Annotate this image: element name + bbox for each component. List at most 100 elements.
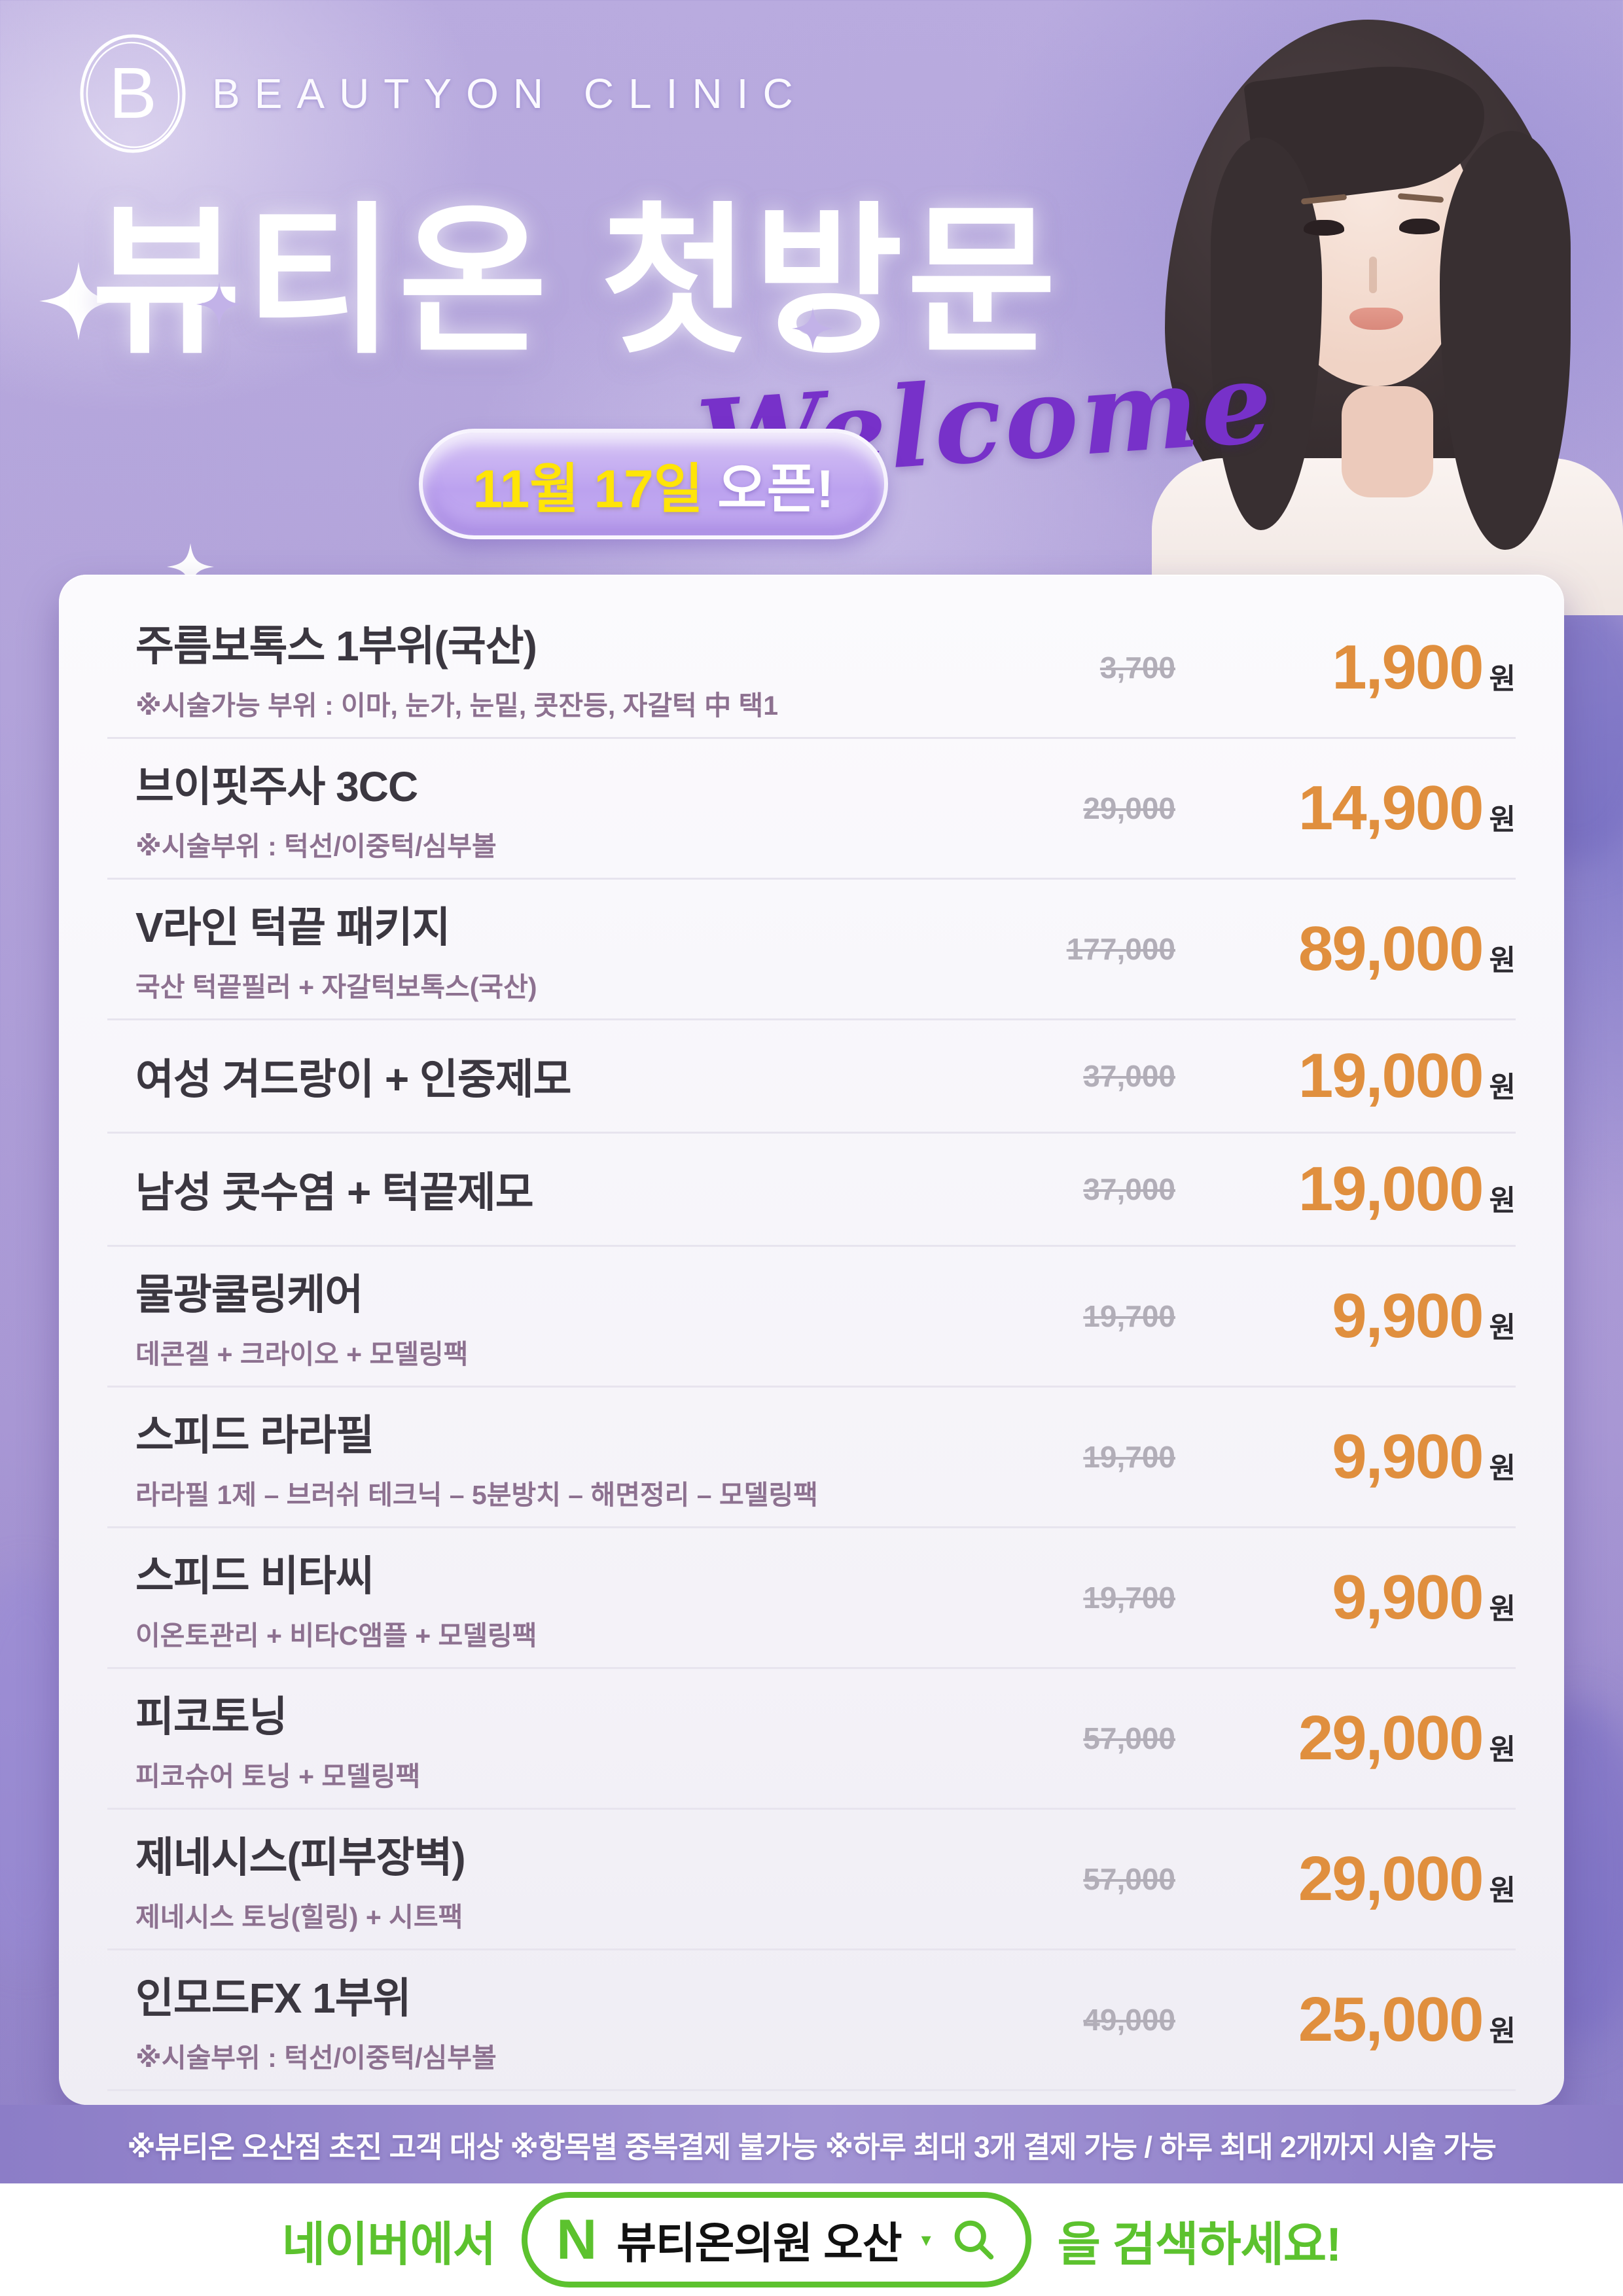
item-price-number: 9,900 <box>1332 1562 1484 1632</box>
item-price: 1,900 원 <box>1175 632 1516 704</box>
chevron-down-icon[interactable]: ▾ <box>921 2229 931 2251</box>
item-old-price: 49,000 <box>1083 2003 1175 2037</box>
price-row: 스피드 비타씨 이온토관리 + 비타C앰플 + 모델링팩 19,700 9,900 원 <box>107 1528 1516 1669</box>
item-title: 인모드FX 1부위 <box>135 1975 412 2022</box>
item-title: 여성 겨드랑이 + 인중제모 <box>135 1056 572 1103</box>
item-subtitle: ※시술부위 : 턱선/이중턱/심부볼 <box>135 831 497 861</box>
naver-search-banner: 네이버에서 N 뷰티온의원 오산 ▾ 을 검색하세요! <box>0 2183 1623 2296</box>
item-price-number: 14,900 <box>1298 773 1484 843</box>
page-title: 뷰티온 첫방문 <box>92 190 1060 372</box>
price-row: 브이핏주사 3CC ※시술부위 : 턱선/이중턱/심부볼 29,000 14,900 원 <box>107 739 1516 880</box>
price-row: 제네시스(피부장벽) 제네시스 토닝(힐링) + 시트팩 57,000 29,000 원 <box>107 1810 1516 1950</box>
footnote-text: ※뷰티온 오산점 초진 고객 대상 ※항목별 중복결제 불가능 ※하루 최대 3… <box>127 2130 1497 2164</box>
currency-suffix: 원 <box>1489 1593 1516 1625</box>
price-row: 물광쿨링케어 데콘겔 + 크라이오 + 모델링팩 19,700 9,900 원 <box>107 1247 1516 1388</box>
price-row: 남성 콧수염 + 턱끝제모 37,000 19,000 원 <box>107 1134 1516 1247</box>
svg-text:B: B <box>109 53 156 134</box>
eye-right <box>1399 219 1440 234</box>
item-subtitle: 라라필 1제 – 브러쉬 테크닉 – 5분방치 – 해면정리 – 모델링팩 <box>135 1480 818 1510</box>
item-price-number: 89,000 <box>1298 914 1484 984</box>
currency-suffix: 원 <box>1489 944 1516 977</box>
item-price-number: 29,000 <box>1298 1703 1484 1773</box>
item-subtitle: 피코슈어 토닝 + 모델링팩 <box>135 1761 421 1791</box>
item-title: V라인 턱끝 패키지 <box>135 904 450 951</box>
price-row: 피코토닝 피코슈어 토닝 + 모델링팩 57,000 29,000 원 <box>107 1669 1516 1810</box>
sparkle-icon <box>39 262 118 340</box>
item-price: 9,900 원 <box>1175 1280 1516 1352</box>
item-title: 남성 콧수염 + 턱끝제모 <box>135 1169 534 1216</box>
item-price: 25,000 원 <box>1175 1984 1516 2056</box>
item-title: 물광쿨링케어 <box>135 1271 363 1318</box>
item-title: 제네시스(피부장벽) <box>135 1834 466 1881</box>
item-price-number: 1,900 <box>1332 632 1484 702</box>
item-price-number: 19,000 <box>1298 1154 1484 1224</box>
item-title: 주름보톡스 1부위(국산) <box>135 622 537 670</box>
clinic-logo: B BEAUTYON CLINIC <box>77 31 808 156</box>
item-price: 14,900 원 <box>1175 772 1516 844</box>
item-old-price: 57,000 <box>1083 1862 1175 1896</box>
currency-suffix: 원 <box>1489 663 1516 695</box>
currency-suffix: 원 <box>1489 804 1516 836</box>
logo-wordmark: BEAUTYON CLINIC <box>212 70 808 117</box>
item-price-number: 9,900 <box>1332 1281 1484 1351</box>
hair-side-right <box>1440 131 1571 550</box>
naver-logo-icon: N <box>556 2208 597 2271</box>
item-subtitle: 데콘겔 + 크라이오 + 모델링팩 <box>135 1339 469 1369</box>
price-row: 여성 겨드랑이 + 인중제모 37,000 19,000 원 <box>107 1020 1516 1134</box>
open-date-badge: 11월 17일 오픈! <box>419 429 888 539</box>
item-old-price: 19,700 <box>1083 1299 1175 1333</box>
item-title: 스피드 라라필 <box>135 1412 374 1459</box>
price-row: 주름보톡스 1부위(국산) ※시술가능 부위 : 이마, 눈가, 눈밑, 콧잔등,… <box>107 598 1516 739</box>
item-price-number: 29,000 <box>1298 1844 1484 1914</box>
footnote-band: ※뷰티온 오산점 초진 고객 대상 ※항목별 중복결제 불가능 ※하루 최대 3… <box>0 2105 1623 2183</box>
item-price: 29,000 원 <box>1175 1843 1516 1915</box>
item-subtitle: 제네시스 토닝(힐링) + 시트팩 <box>135 1902 463 1932</box>
item-subtitle: ※시술가능 부위 : 이마, 눈가, 눈밑, 콧잔등, 자갈턱 中 택1 <box>135 691 779 721</box>
eye-left <box>1304 220 1344 236</box>
item-old-price: 177,000 <box>1066 932 1175 966</box>
item-old-price: 3,700 <box>1099 651 1175 685</box>
logo-circle-b-icon: B <box>80 34 186 153</box>
currency-suffix: 원 <box>1489 1452 1516 1484</box>
open-label: 오픈! <box>717 459 834 519</box>
search-suffix-label: 을 검색하세요! <box>1057 2218 1342 2271</box>
currency-suffix: 원 <box>1489 1312 1516 1344</box>
item-old-price: 37,000 <box>1083 1172 1175 1206</box>
price-list: 주름보톡스 1부위(국산) ※시술가능 부위 : 이마, 눈가, 눈밑, 콧잔등,… <box>59 575 1564 2105</box>
open-date: 11월 17일 <box>473 459 704 519</box>
item-old-price: 19,700 <box>1083 1581 1175 1615</box>
currency-suffix: 원 <box>1489 1874 1516 1907</box>
item-old-price: 57,000 <box>1083 1721 1175 1755</box>
currency-suffix: 원 <box>1489 1071 1516 1103</box>
currency-suffix: 원 <box>1489 1734 1516 1766</box>
currency-suffix: 원 <box>1489 2015 1516 2047</box>
currency-suffix: 원 <box>1489 1185 1516 1217</box>
price-row: 인모드FX 1부위 ※시술부위 : 턱선/이중턱/심부볼 49,000 25,000 원 <box>107 1950 1516 2091</box>
item-old-price: 29,000 <box>1083 791 1175 825</box>
item-subtitle: ※시술부위 : 턱선/이중턱/심부볼 <box>135 2043 497 2073</box>
sparkle-icon <box>167 543 214 590</box>
search-prefix-label: 네이버에서 <box>281 2218 496 2271</box>
item-price: 19,000 원 <box>1175 1040 1516 1112</box>
item-old-price: 37,000 <box>1083 1059 1175 1093</box>
item-title: 스피드 비타씨 <box>135 1552 374 1600</box>
item-title: 브이핏주사 3CC <box>135 763 418 810</box>
price-row: 온다리프팅 1부위 1.5kJ※시술부위 : 턱선/이중턱/심부볼257,000… <box>107 2091 1516 2105</box>
item-old-price: 19,700 <box>1083 1440 1175 1474</box>
item-price-number: 9,900 <box>1332 1422 1484 1492</box>
item-title: 피코토닝 <box>135 1693 288 1740</box>
item-price: 19,000 원 <box>1175 1153 1516 1225</box>
sparkle-icon <box>196 281 242 327</box>
search-icon[interactable] <box>951 2217 997 2263</box>
item-price: 29,000 원 <box>1175 1702 1516 1774</box>
item-subtitle: 이온토관리 + 비타C앰플 + 모델링팩 <box>135 1621 537 1651</box>
item-subtitle: 국산 턱끝필러 + 자갈턱보톡스(국산) <box>135 972 537 1002</box>
nose <box>1369 257 1377 293</box>
item-price: 9,900 원 <box>1175 1421 1516 1493</box>
item-price: 9,900 원 <box>1175 1562 1516 1634</box>
item-price-number: 19,000 <box>1298 1041 1484 1111</box>
naver-search-box[interactable]: N 뷰티온의원 오산 ▾ <box>522 2192 1031 2287</box>
